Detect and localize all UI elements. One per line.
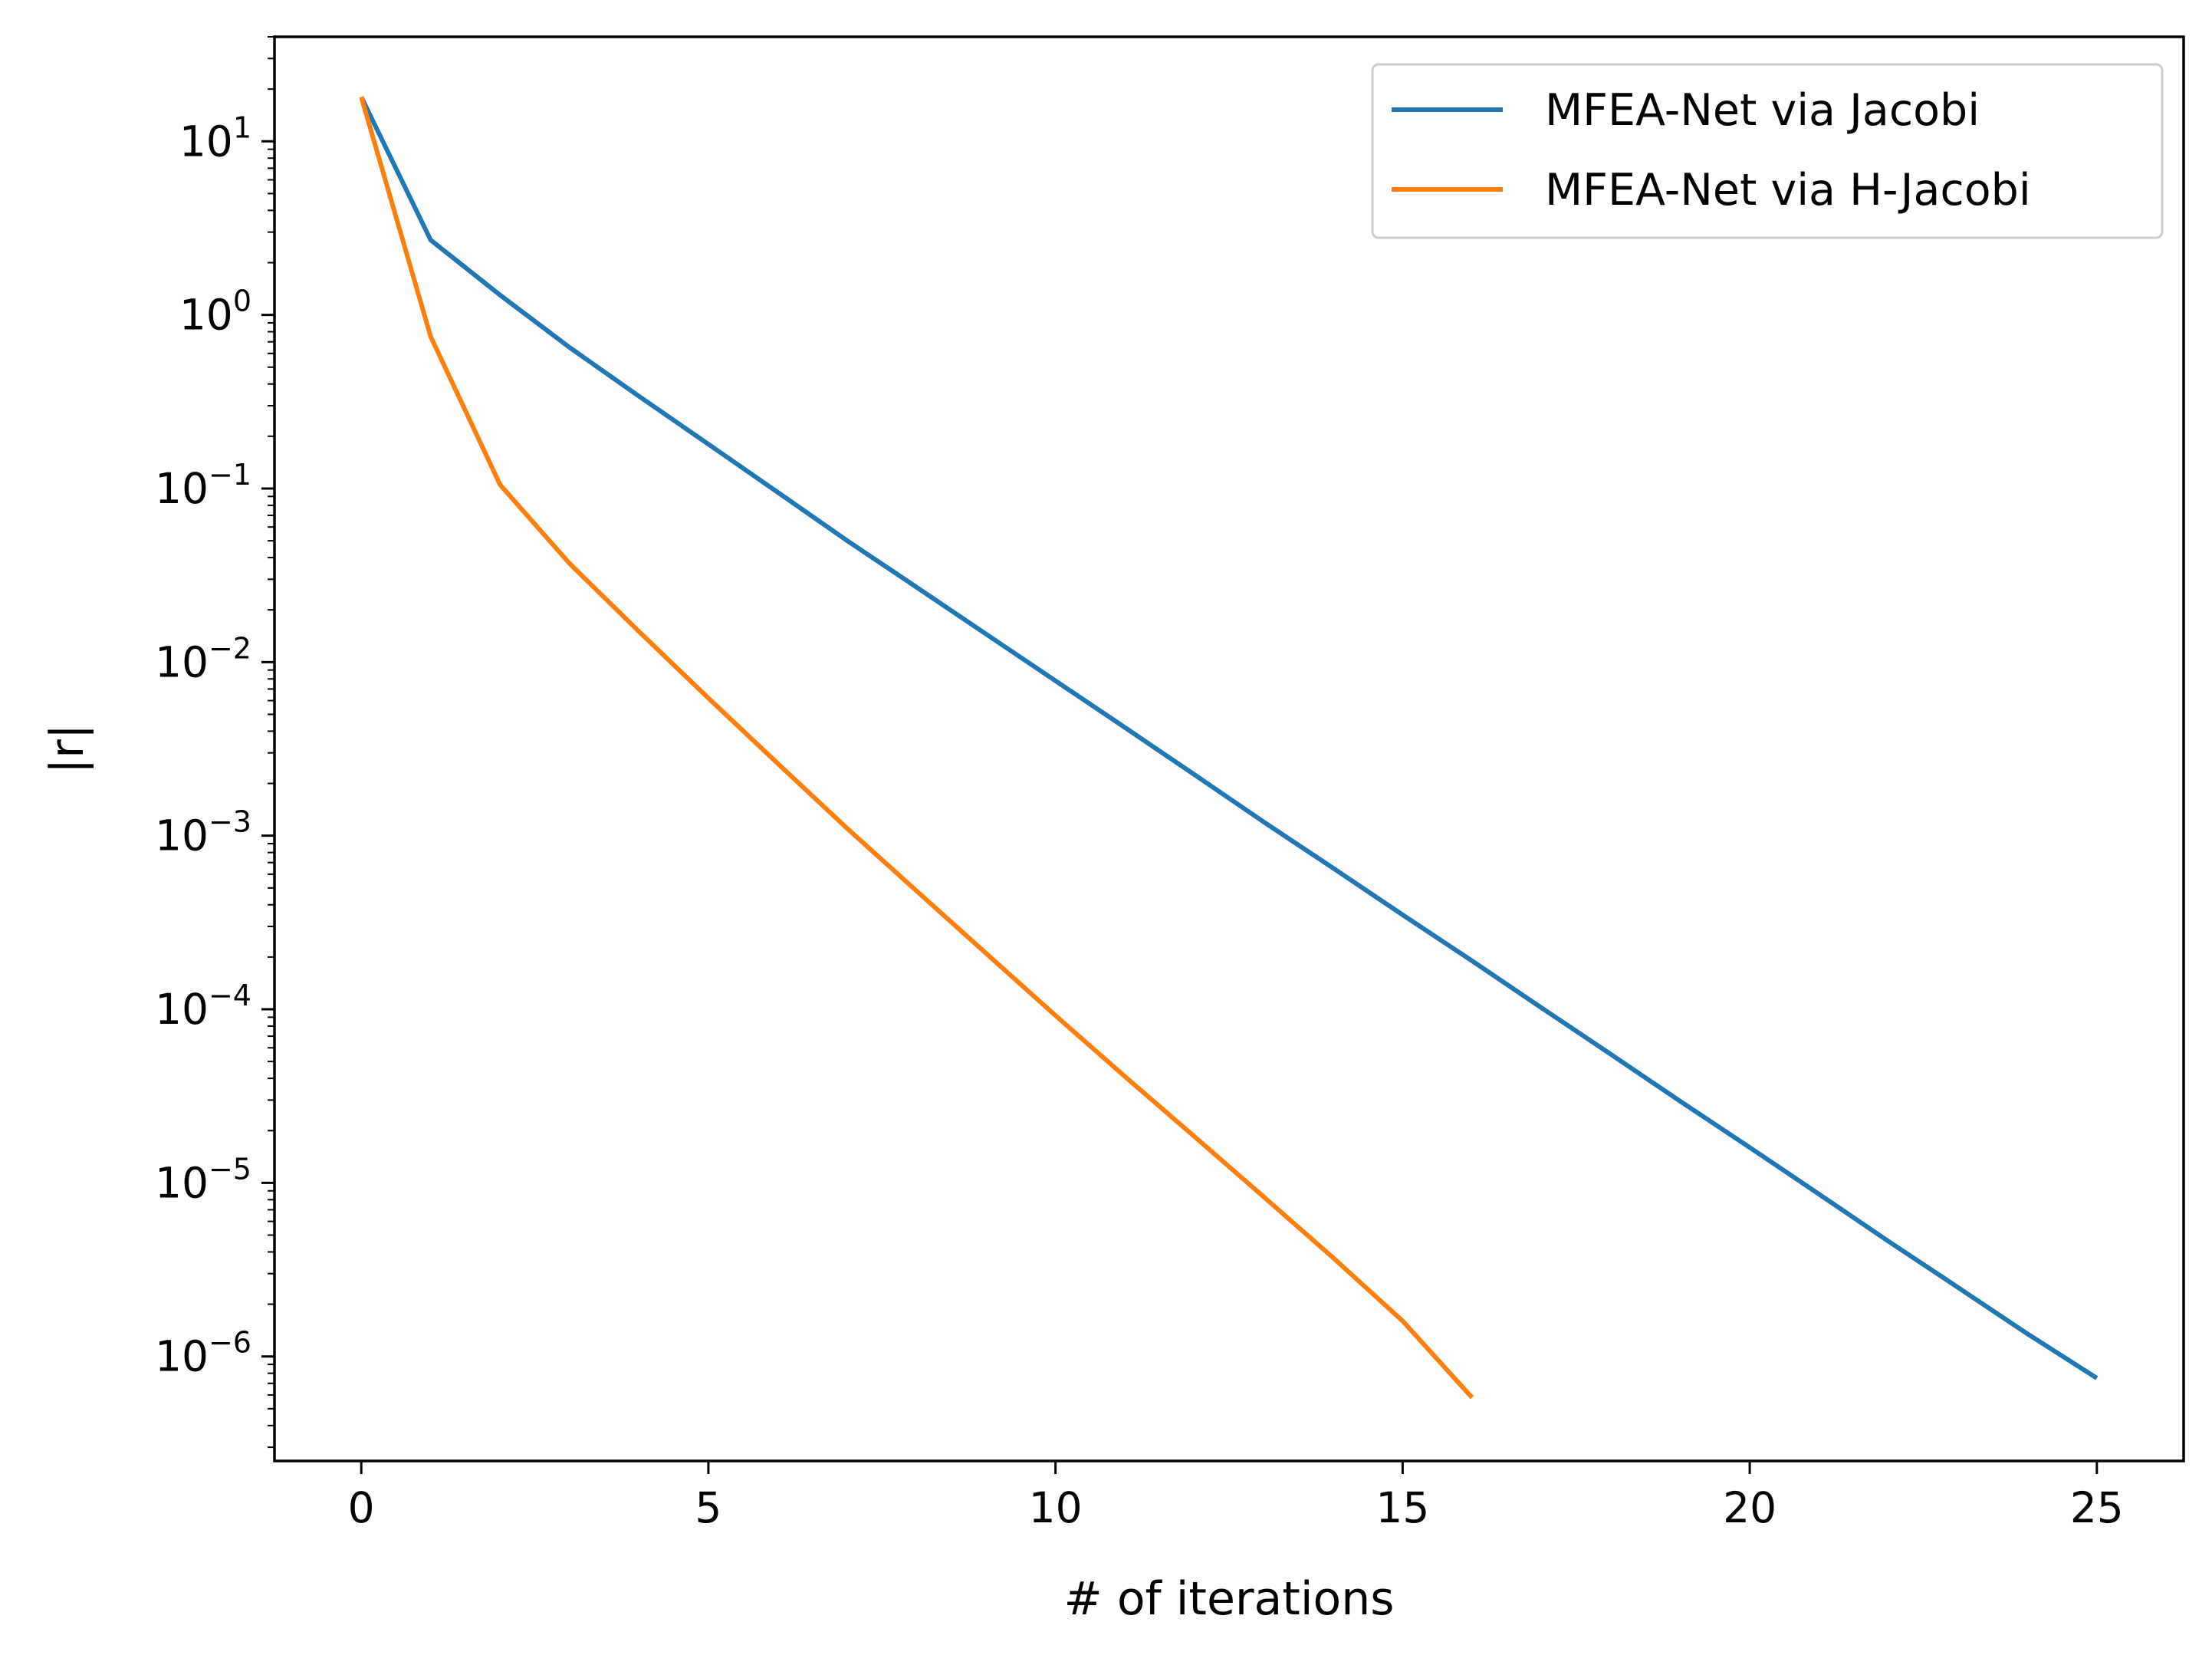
y-tick-label: 100	[179, 285, 251, 340]
legend-entry-jacobi: MFEA-Net via Jacobi	[1545, 85, 1980, 136]
series-line-jacobi	[359, 96, 2099, 1380]
series-layer	[359, 96, 2099, 1400]
x-tick-label: 25	[2070, 1483, 2124, 1532]
x-axis-label: # of iterations	[1064, 1572, 1395, 1626]
y-tick-label: 101	[179, 110, 251, 166]
y-tick-label: 10−2	[155, 631, 251, 686]
y-tick-label: 10−5	[155, 1152, 251, 1207]
x-tick-label: 20	[1723, 1483, 1777, 1532]
y-tick-label: 10−6	[155, 1326, 251, 1381]
y-axis-label: |r|	[41, 724, 94, 774]
legend: MFEA-Net via Jacobi MFEA-Net via H-Jacob…	[1371, 63, 2164, 239]
y-tick-label: 10−3	[155, 805, 251, 860]
legend-entry-h-jacobi: MFEA-Net via H-Jacobi	[1545, 165, 2031, 216]
y-tick-label: 10−4	[155, 979, 251, 1034]
plot-frame	[273, 35, 2185, 1463]
legend-box	[1371, 63, 2164, 239]
x-axis: 0 5 10 15 20 25	[348, 1461, 2124, 1532]
x-tick-label: 5	[695, 1483, 721, 1532]
x-tick-label: 10	[1029, 1483, 1083, 1532]
x-tick-label: 15	[1376, 1483, 1429, 1532]
y-tick-label: 10−1	[155, 458, 251, 513]
x-tick-label: 0	[348, 1483, 375, 1532]
series-line-h-jacobi	[359, 96, 1474, 1400]
